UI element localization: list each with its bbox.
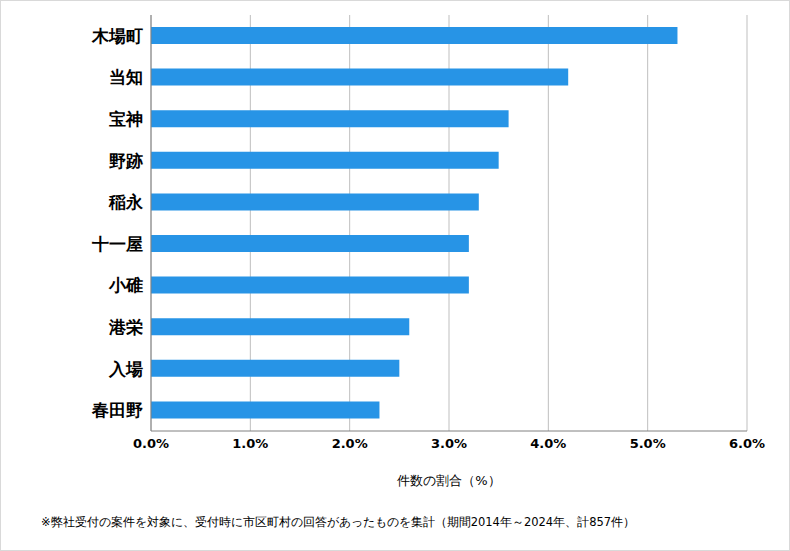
svg-text:0.0%: 0.0% [133,436,169,451]
svg-text:1.0%: 1.0% [232,436,268,451]
svg-text:宝神: 宝神 [109,109,143,129]
svg-text:春田野: 春田野 [91,400,143,420]
svg-text:木場町: 木場町 [91,26,143,46]
svg-text:小碓: 小碓 [108,275,143,295]
html-text:※弊社受付の案件を対象に、受付時に市区町村の回答があったもの: ※弊社受付の案件を対象に、受付時に市区町村の回答があったものを集計（期間2014… [41,515,636,529]
svg-text:6.0%: 6.0% [729,436,765,451]
svg-text:2.0%: 2.0% [332,436,368,451]
svg-text:野跡: 野跡 [109,151,143,171]
svg-text:5.0%: 5.0% [630,436,666,451]
svg-text:十一屋: 十一屋 [91,234,143,254]
svg-text:件数の割合（%）: 件数の割合（%） [397,473,500,488]
svg-text:3.0%: 3.0% [431,436,467,451]
svg-text:当知: 当知 [109,67,143,87]
svg-text:入場: 入場 [108,359,143,379]
svg-text:4.0%: 4.0% [530,436,566,451]
svg-text:稲永: 稲永 [108,192,144,212]
svg-text:港栄: 港栄 [108,317,143,337]
